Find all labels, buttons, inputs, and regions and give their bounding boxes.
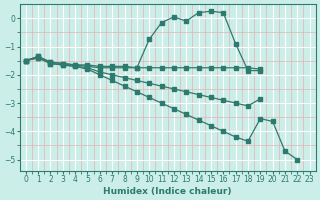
- X-axis label: Humidex (Indice chaleur): Humidex (Indice chaleur): [103, 187, 232, 196]
